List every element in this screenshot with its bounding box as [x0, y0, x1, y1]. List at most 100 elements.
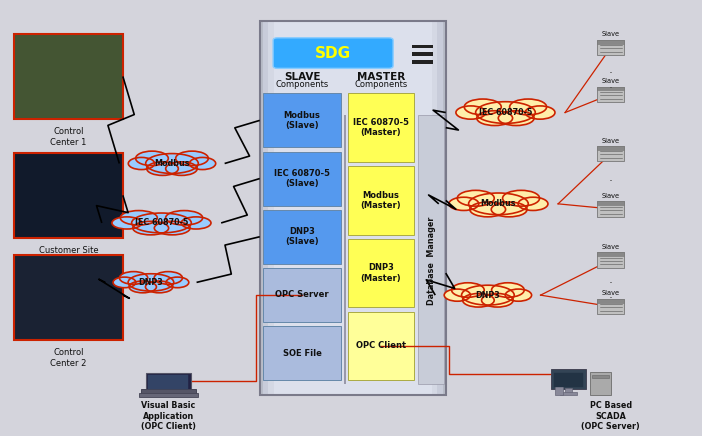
Text: DNP3: DNP3: [138, 278, 164, 287]
Bar: [145, 373, 191, 391]
Text: Modbus
(Master): Modbus (Master): [361, 191, 402, 210]
Text: Control
Center 2: Control Center 2: [51, 348, 86, 368]
Ellipse shape: [456, 106, 486, 119]
Bar: [597, 201, 624, 205]
Text: Database  Manager: Database Manager: [427, 216, 435, 305]
Bar: [412, 52, 433, 56]
Bar: [597, 201, 624, 217]
Bar: [565, 388, 572, 393]
Ellipse shape: [482, 293, 513, 307]
Ellipse shape: [498, 111, 534, 126]
Bar: [260, 21, 446, 395]
Bar: [597, 87, 624, 102]
Bar: [592, 375, 609, 378]
Bar: [263, 93, 341, 147]
Ellipse shape: [154, 221, 190, 235]
Text: Slave: Slave: [602, 31, 620, 37]
Ellipse shape: [451, 283, 484, 297]
Bar: [263, 210, 341, 264]
Text: IEC 60870-5
(Master): IEC 60870-5 (Master): [353, 118, 409, 137]
Ellipse shape: [128, 274, 173, 291]
Text: IEC 60870-5: IEC 60870-5: [135, 218, 188, 228]
Bar: [138, 393, 198, 397]
Bar: [263, 326, 341, 380]
Text: ·
·: · ·: [609, 277, 613, 305]
Bar: [597, 252, 624, 268]
Bar: [412, 44, 433, 48]
Bar: [412, 60, 433, 64]
Bar: [274, 21, 432, 395]
Text: Slave: Slave: [602, 78, 620, 84]
Bar: [14, 255, 123, 340]
Ellipse shape: [464, 99, 501, 115]
Ellipse shape: [510, 99, 547, 115]
Bar: [268, 21, 437, 395]
Ellipse shape: [503, 191, 540, 206]
Bar: [348, 239, 414, 307]
Ellipse shape: [491, 202, 527, 217]
Bar: [597, 146, 624, 150]
Bar: [141, 389, 195, 394]
Bar: [348, 166, 414, 235]
Bar: [418, 115, 444, 384]
Ellipse shape: [457, 191, 494, 206]
Bar: [590, 371, 611, 395]
Bar: [14, 34, 123, 119]
Bar: [597, 299, 624, 314]
Ellipse shape: [145, 281, 173, 293]
Ellipse shape: [131, 213, 191, 233]
Ellipse shape: [146, 153, 198, 174]
Ellipse shape: [518, 197, 548, 211]
Bar: [560, 392, 577, 395]
Bar: [554, 373, 583, 387]
Ellipse shape: [133, 221, 168, 235]
Ellipse shape: [166, 277, 189, 288]
Text: Modbus: Modbus: [481, 199, 516, 208]
Bar: [263, 21, 443, 395]
Ellipse shape: [525, 106, 555, 119]
Bar: [14, 153, 123, 238]
Ellipse shape: [449, 197, 479, 211]
Bar: [348, 312, 414, 380]
Text: IEC 60870-5: IEC 60870-5: [479, 108, 532, 117]
Text: ·
·: · ·: [609, 67, 613, 95]
Ellipse shape: [112, 217, 142, 229]
Ellipse shape: [128, 157, 154, 170]
Bar: [555, 382, 563, 395]
Ellipse shape: [113, 277, 136, 288]
Bar: [263, 268, 341, 322]
Bar: [597, 87, 624, 90]
Text: IEC 60870-5
(Slave): IEC 60870-5 (Slave): [274, 169, 330, 188]
Ellipse shape: [463, 293, 494, 307]
Text: Visual Basic
Application
(OPC Client): Visual Basic Application (OPC Client): [141, 401, 196, 431]
FancyBboxPatch shape: [273, 38, 393, 68]
Bar: [597, 40, 624, 44]
Ellipse shape: [119, 272, 147, 284]
Text: Modbus: Modbus: [154, 159, 190, 168]
Ellipse shape: [470, 202, 505, 217]
Text: MASTER: MASTER: [357, 72, 405, 82]
Ellipse shape: [477, 111, 512, 126]
Text: Modbus
(Slave): Modbus (Slave): [284, 111, 321, 130]
Ellipse shape: [166, 162, 197, 175]
Text: ·
·: · ·: [609, 175, 613, 203]
Bar: [263, 152, 341, 205]
Bar: [149, 375, 188, 389]
Ellipse shape: [468, 193, 528, 215]
Ellipse shape: [505, 289, 531, 301]
Text: DNP3
(Slave): DNP3 (Slave): [285, 227, 319, 246]
Ellipse shape: [491, 283, 524, 297]
Text: Control
Center 1: Control Center 1: [51, 127, 86, 147]
Bar: [260, 21, 446, 395]
Text: Slave: Slave: [602, 244, 620, 250]
Ellipse shape: [461, 285, 514, 305]
Ellipse shape: [129, 281, 157, 293]
Text: Slave: Slave: [602, 193, 620, 199]
Ellipse shape: [135, 151, 168, 166]
Bar: [597, 146, 624, 161]
Bar: [597, 40, 624, 55]
Bar: [348, 93, 414, 162]
Ellipse shape: [154, 272, 183, 284]
Text: PC Based
SCADA
(OPC Server): PC Based SCADA (OPC Server): [581, 401, 640, 431]
Text: SOE File: SOE File: [283, 349, 322, 358]
